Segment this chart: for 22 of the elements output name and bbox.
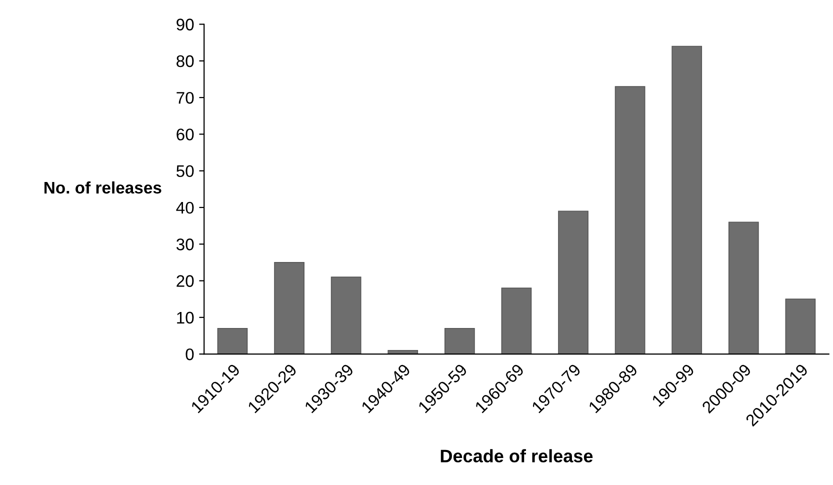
x-axis-title: Decade of release: [440, 449, 593, 462]
y-tick-label: 70: [176, 92, 194, 104]
bar: [274, 262, 304, 354]
y-tick-label: 10: [177, 312, 194, 324]
bar: [444, 328, 475, 354]
bar: [558, 210, 588, 354]
bar: [728, 222, 759, 354]
y-tick-label: 0: [186, 348, 194, 360]
y-tick-label: 20: [176, 275, 194, 287]
y-tick-label: 40: [176, 202, 194, 214]
y-tick-label: 90: [176, 18, 194, 30]
bar: [672, 46, 702, 354]
y-tick-label: 60: [176, 128, 194, 140]
y-axis-title: No. of releases: [44, 181, 162, 194]
bar: [501, 288, 532, 354]
bar: [614, 86, 646, 354]
bar: [330, 276, 362, 354]
y-tick-label: 30: [176, 238, 194, 250]
bar: [785, 298, 816, 354]
bar: [217, 328, 248, 354]
y-tick-label: 80: [176, 55, 194, 68]
y-tick-label: 50: [176, 165, 194, 178]
